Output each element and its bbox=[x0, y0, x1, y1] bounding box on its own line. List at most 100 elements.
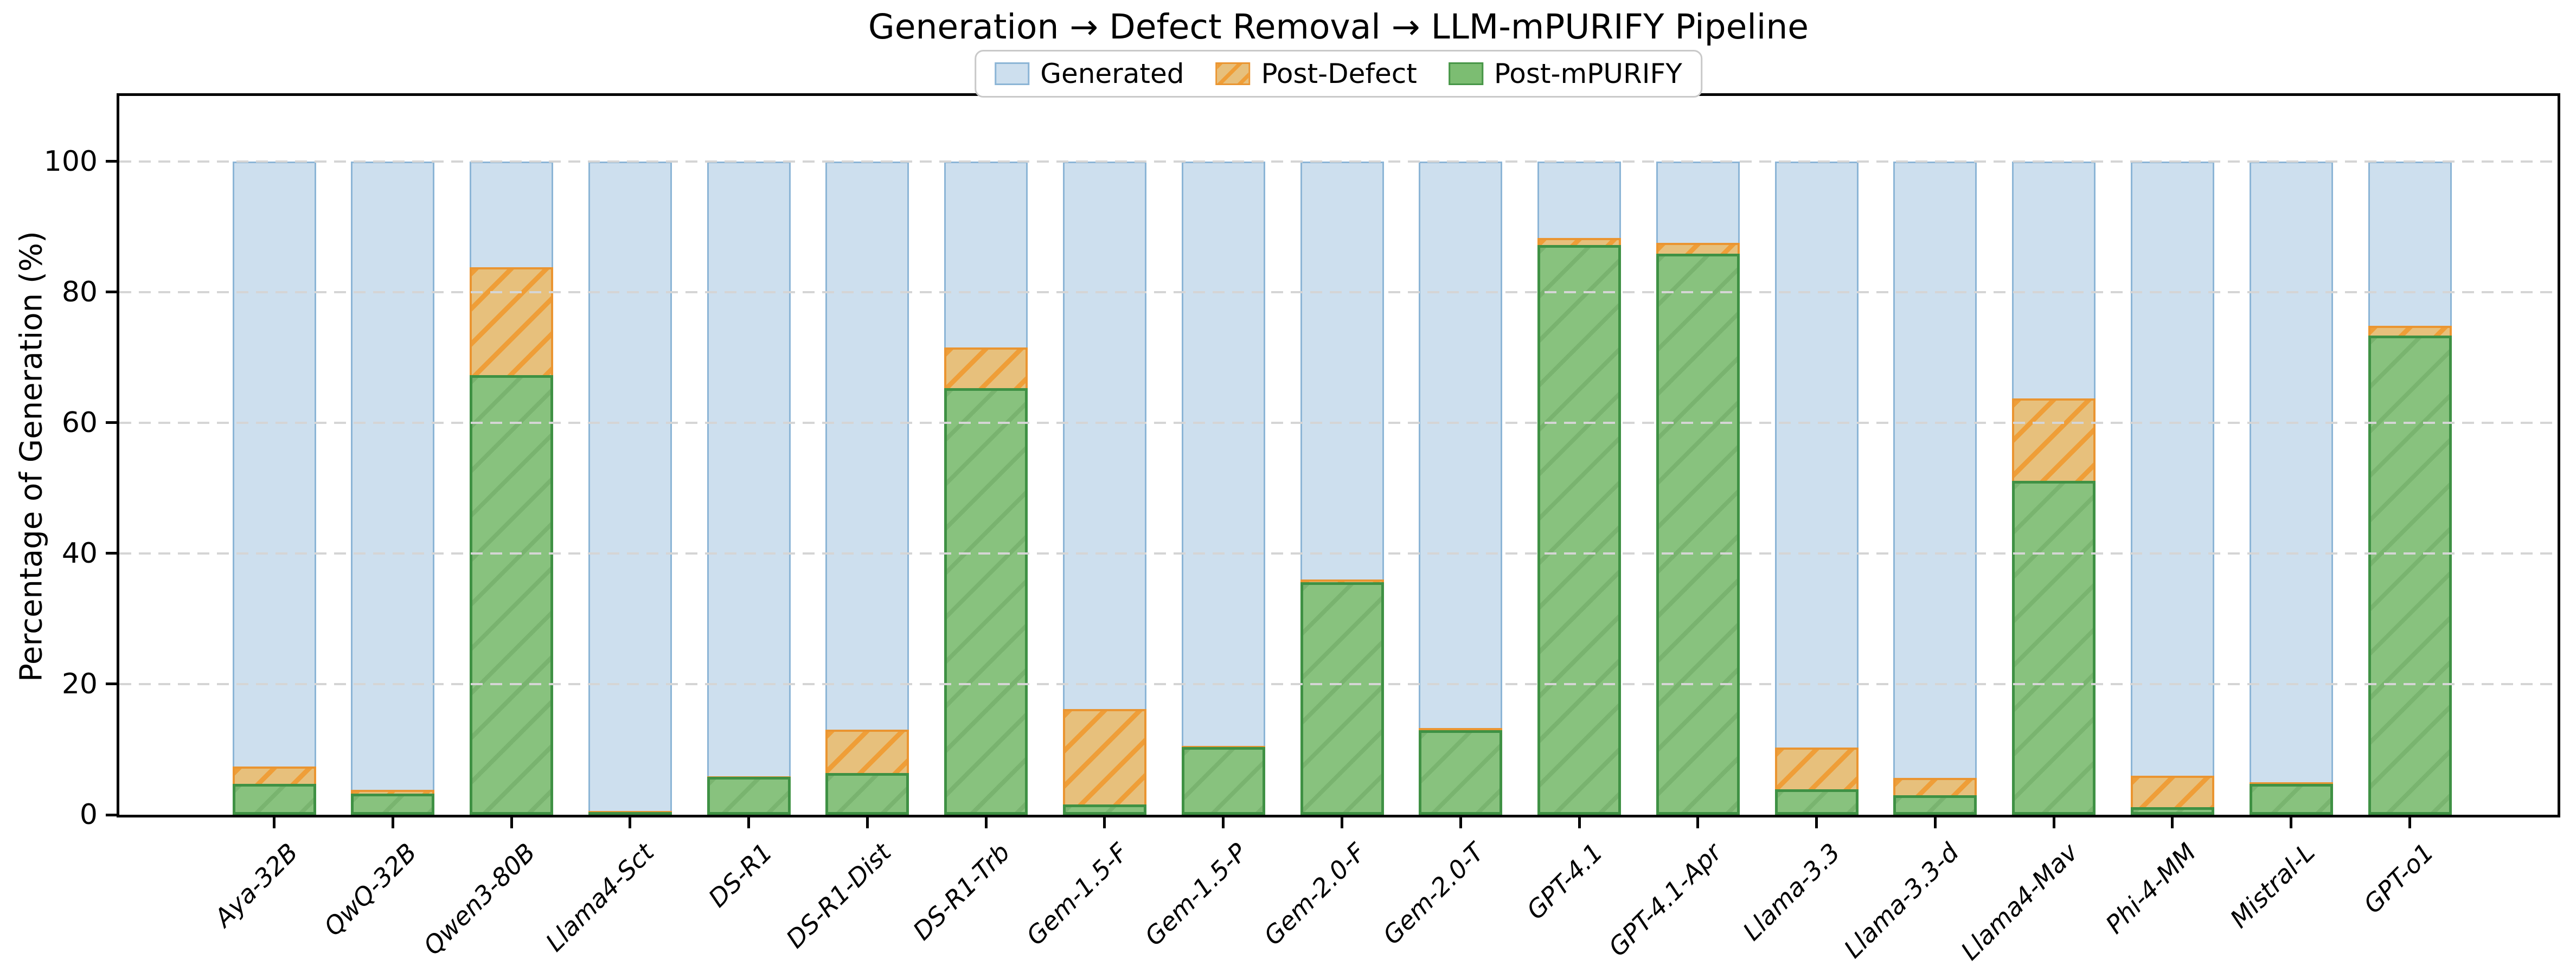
x-tick-gpt-4-1-apr bbox=[1696, 817, 1700, 828]
legend-swatch-post-defect bbox=[1215, 62, 1251, 85]
x-tick-label-gem-2-0-f: Gem-2.0-F bbox=[1258, 838, 1372, 951]
x-tick-gem-1-5-p bbox=[1222, 817, 1225, 828]
x-tick-label-gpt-4-1: GPT-4.1 bbox=[1521, 838, 1609, 925]
x-tick-label-gpt-o1: GPT-o1 bbox=[2357, 838, 2439, 919]
x-tick-aya-32b bbox=[273, 817, 275, 828]
y-tick-label-20: 20 bbox=[61, 667, 98, 700]
bar-phi-4-mm-generated bbox=[2130, 161, 2214, 815]
x-tick-llama-3-3-d bbox=[1933, 817, 1937, 828]
y-axis-spine bbox=[117, 93, 119, 817]
legend-label-post-mpurify: Post-mPURIFY bbox=[1494, 58, 1682, 89]
x-tick-label-ds-r1-dist: DS-R1-Dist bbox=[780, 838, 897, 954]
gridline-60 bbox=[119, 421, 2558, 424]
bar-llama4-sct-generated bbox=[588, 161, 672, 815]
bar-gpt-4-1-apr-post-mpurify bbox=[1656, 253, 1740, 815]
y-tick-label-0: 0 bbox=[79, 798, 98, 831]
x-tick-label-qwen3-80b: Qwen3-80B bbox=[418, 838, 541, 961]
legend-label-generated: Generated bbox=[1040, 58, 1184, 89]
x-tick-label-gem-1-5-p: Gem-1.5-P bbox=[1139, 838, 1253, 951]
x-tick-llama4-sct bbox=[629, 817, 632, 828]
bar-mistral-l-post-mpurify bbox=[2249, 784, 2333, 815]
bar-llama-3-3-post-mpurify bbox=[1774, 789, 1859, 815]
x-axis-spine bbox=[117, 815, 2560, 817]
bar-gem-2-0-f-post-mpurify bbox=[1300, 582, 1384, 815]
x-tick-qwq-32b bbox=[391, 817, 394, 828]
bar-gem-1-5-p-generated bbox=[1181, 161, 1265, 815]
gridline-80 bbox=[119, 291, 2558, 293]
legend-label-post-defect: Post-Defect bbox=[1261, 58, 1417, 89]
bar-qwq-32b-generated bbox=[351, 161, 435, 815]
x-tick-gpt-4-1 bbox=[1578, 817, 1581, 828]
bar-ds-r1-dist-generated bbox=[825, 161, 909, 815]
bar-aya-32b-generated bbox=[232, 161, 316, 815]
bar-gem-2-0-t-generated bbox=[1419, 161, 1503, 815]
y-tick-label-40: 40 bbox=[61, 537, 98, 570]
x-tick-ds-r1-dist bbox=[866, 817, 869, 828]
y-tick-20 bbox=[106, 682, 117, 686]
x-tick-gem-1-5-f bbox=[1103, 817, 1106, 828]
x-tick-label-llama4-mav: Llama4-Mav bbox=[1955, 838, 2084, 966]
bar-gem-1-5-p-post-mpurify bbox=[1181, 746, 1265, 815]
bar-ds-r1-post-mpurify bbox=[707, 777, 791, 815]
legend-item-generated: Generated bbox=[995, 58, 1184, 89]
gridline-40 bbox=[119, 552, 2558, 555]
legend-item-post-mpurify: Post-mPURIFY bbox=[1448, 58, 1682, 89]
y-tick-80 bbox=[106, 291, 117, 294]
bar-phi-4-mm-post-mpurify bbox=[2130, 807, 2214, 815]
x-tick-label-mistral-l: Mistral-L bbox=[2224, 838, 2321, 934]
bar-gem-1-5-f-post-mpurify bbox=[1062, 804, 1146, 815]
legend-item-post-defect: Post-Defect bbox=[1215, 58, 1417, 89]
bar-llama-3-3-generated bbox=[1774, 161, 1859, 815]
y-tick-label-100: 100 bbox=[43, 145, 98, 178]
legend: Generated Post-Defect Post-mPURIFY bbox=[975, 50, 1702, 98]
x-tick-label-gem-2-0-t: Gem-2.0-T bbox=[1377, 838, 1490, 950]
bar-qwen3-80b-post-mpurify bbox=[470, 375, 554, 815]
right-spine bbox=[2558, 93, 2560, 817]
y-tick-100 bbox=[106, 160, 117, 163]
x-tick-label-llama4-sct: Llama4-Sct bbox=[540, 838, 660, 957]
bar-aya-32b-post-mpurify bbox=[232, 784, 316, 815]
bar-llama4-mav-post-mpurify bbox=[2012, 481, 2096, 815]
x-tick-ds-r1 bbox=[747, 817, 751, 828]
y-tick-40 bbox=[106, 552, 117, 555]
bar-mistral-l-generated bbox=[2249, 161, 2333, 815]
x-tick-qwen3-80b bbox=[510, 817, 513, 828]
bar-gem-1-5-f-generated bbox=[1062, 161, 1146, 815]
legend-swatch-generated bbox=[995, 62, 1030, 85]
x-tick-label-llama-3-3-d: Llama-3.3-d bbox=[1838, 838, 1965, 964]
x-tick-label-phi-4-mm: Phi-4-MM bbox=[2100, 838, 2202, 939]
x-tick-llama4-mav bbox=[2052, 817, 2055, 828]
x-tick-ds-r1-trb bbox=[984, 817, 988, 828]
x-tick-label-llama-3-3: Llama-3.3 bbox=[1737, 838, 1846, 946]
x-tick-gem-2-0-f bbox=[1341, 817, 1344, 828]
bar-gpt-o1-post-mpurify bbox=[2368, 336, 2452, 815]
x-tick-llama-3-3 bbox=[1815, 817, 1818, 828]
chart-title: Generation → Defect Removal → LLM-mPURIF… bbox=[868, 7, 1809, 47]
bar-ds-r1-trb-post-mpurify bbox=[944, 388, 1028, 815]
x-tick-label-gpt-4-1-apr: GPT-4.1-Apr bbox=[1603, 838, 1728, 962]
x-tick-label-aya-32b: Aya-32B bbox=[208, 838, 304, 933]
bar-gem-1-5-f-post-defect bbox=[1062, 709, 1146, 815]
plot-area: Aya-32B QwQ-32B Qwen3-80B Llama4-Sct DS-R1 DS… bbox=[44, 93, 2560, 966]
y-tick-label-60: 60 bbox=[61, 406, 98, 439]
bar-llama-3-3-d-generated bbox=[1893, 161, 1977, 815]
bar-ds-r1-generated bbox=[707, 161, 791, 815]
x-tick-label-ds-r1: DS-R1 bbox=[702, 838, 778, 913]
x-tick-gem-2-0-t bbox=[1459, 817, 1462, 828]
y-tick-0 bbox=[106, 813, 117, 816]
legend-swatch-post-mpurify bbox=[1448, 62, 1483, 85]
x-tick-mistral-l bbox=[2290, 817, 2293, 828]
x-tick-label-qwq-32b: QwQ-32B bbox=[318, 838, 422, 942]
bar-gpt-4-1-post-mpurify bbox=[1537, 244, 1622, 815]
x-tick-label-ds-r1-trb: DS-R1-Trb bbox=[907, 838, 1016, 946]
x-tick-label-gem-1-5-f: Gem-1.5-F bbox=[1021, 838, 1135, 951]
bar-qwq-32b-post-mpurify bbox=[351, 794, 435, 815]
bar-gem-2-0-t-post-mpurify bbox=[1419, 730, 1503, 815]
y-tick-label-80: 80 bbox=[61, 275, 98, 308]
x-tick-gpt-o1 bbox=[2408, 817, 2412, 828]
bar-ds-r1-dist-post-mpurify bbox=[825, 772, 909, 815]
gridline-100 bbox=[119, 160, 2558, 163]
gridline-20 bbox=[119, 682, 2558, 685]
x-tick-phi-4-mm bbox=[2171, 817, 2174, 828]
